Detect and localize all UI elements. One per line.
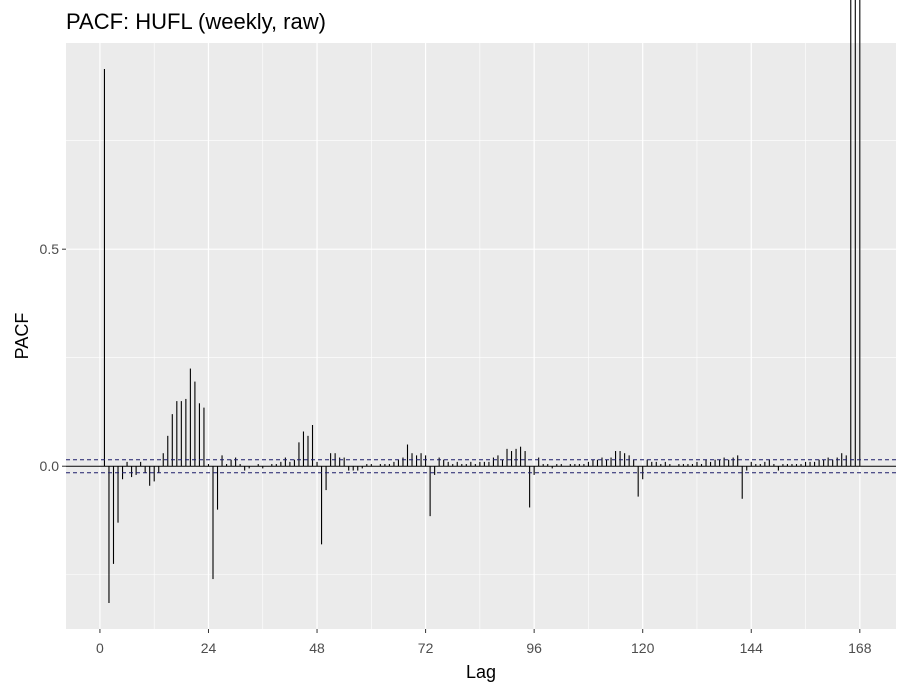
x-tick-label: 168 [848, 640, 872, 656]
pacf-bars [103, 0, 861, 603]
y-axis-ticks: 0.0 0.5 [40, 241, 66, 474]
x-tick-label: 96 [526, 640, 542, 656]
x-tick-label: 72 [418, 640, 434, 656]
y-tick-label: 0.5 [40, 241, 60, 257]
y-axis-title: PACF [12, 313, 32, 360]
x-tick-label: 144 [740, 640, 764, 656]
minor-gridlines [66, 43, 896, 629]
x-tick-label: 48 [309, 640, 325, 656]
confidence-bounds [66, 459, 896, 474]
plot-panel [66, 43, 896, 629]
x-axis-title: Lag [466, 662, 496, 682]
y-tick-label: 0.0 [40, 458, 60, 474]
x-axis-ticks: 0 24 48 72 96 120 144 168 [96, 629, 872, 656]
chart-title: PACF: HUFL (weekly, raw) [66, 9, 326, 34]
x-tick-label: 24 [201, 640, 217, 656]
x-tick-label: 120 [631, 640, 655, 656]
x-tick-label: 0 [96, 640, 104, 656]
